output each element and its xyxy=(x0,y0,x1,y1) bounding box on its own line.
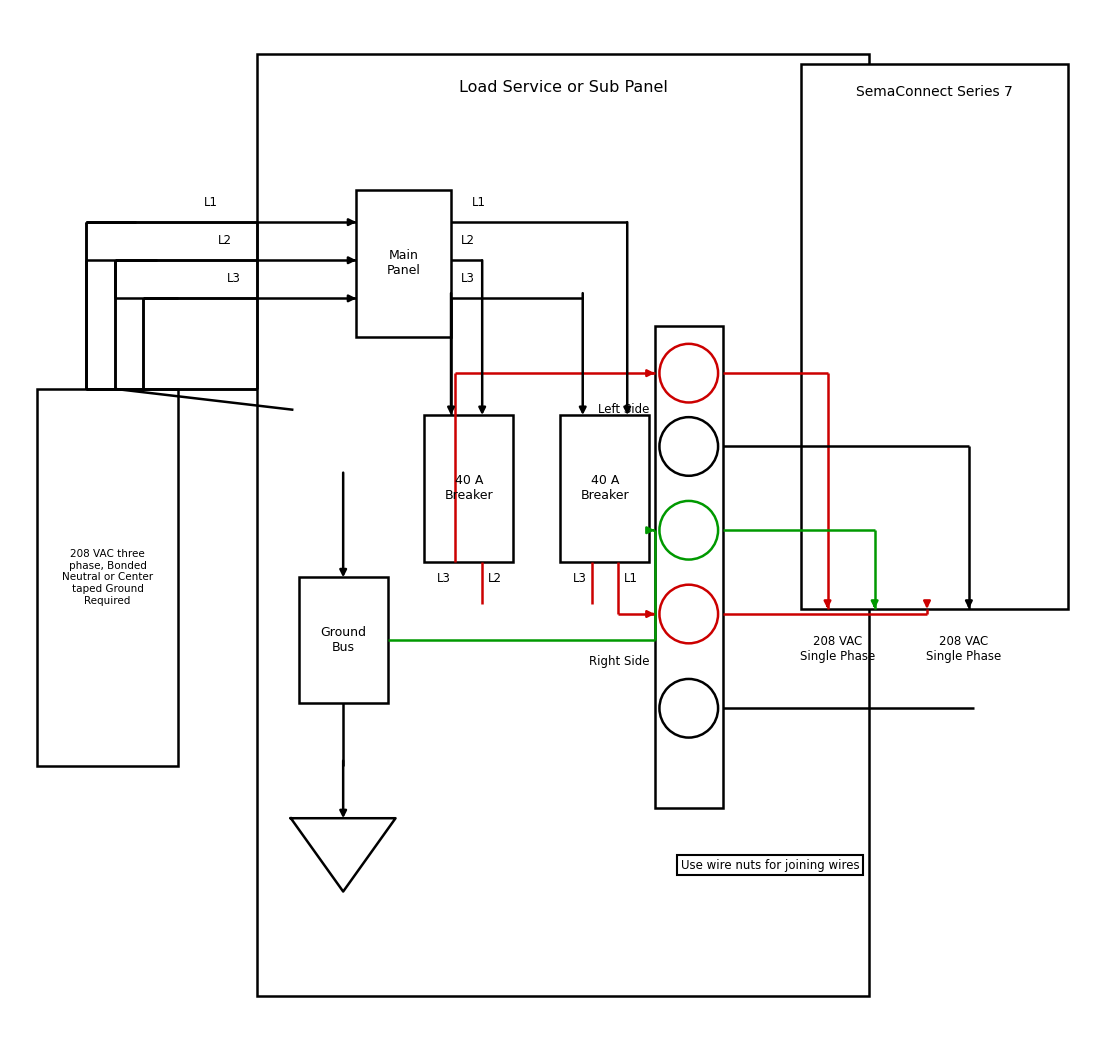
Bar xyxy=(37,388,178,765)
Text: 40 A
Breaker: 40 A Breaker xyxy=(581,475,629,502)
Text: Load Service or Sub Panel: Load Service or Sub Panel xyxy=(459,80,668,94)
Circle shape xyxy=(659,343,718,402)
Text: Left Side: Left Side xyxy=(598,403,649,416)
Circle shape xyxy=(659,679,718,737)
Circle shape xyxy=(659,417,718,476)
Text: L2: L2 xyxy=(461,234,475,247)
Text: L2: L2 xyxy=(218,234,232,247)
Bar xyxy=(356,190,451,336)
Text: Main
Panel: Main Panel xyxy=(386,249,420,277)
Bar xyxy=(256,54,869,996)
Text: L3: L3 xyxy=(227,272,241,285)
Text: L1: L1 xyxy=(204,195,218,209)
Text: L1: L1 xyxy=(472,195,485,209)
Text: SemaConnect Series 7: SemaConnect Series 7 xyxy=(857,85,1013,99)
Text: Ground
Bus: Ground Bus xyxy=(320,626,366,654)
Text: Right Side: Right Side xyxy=(588,654,649,668)
Circle shape xyxy=(659,585,718,644)
Bar xyxy=(561,415,649,562)
Text: Use wire nuts for joining wires: Use wire nuts for joining wires xyxy=(681,859,859,872)
Text: 208 VAC
Single Phase: 208 VAC Single Phase xyxy=(926,635,1001,663)
Bar xyxy=(801,64,1068,609)
Text: L3: L3 xyxy=(437,572,450,585)
Text: L1: L1 xyxy=(624,572,638,585)
Bar xyxy=(425,415,514,562)
Text: 208 VAC three
phase, Bonded
Neutral or Center
taped Ground
Required: 208 VAC three phase, Bonded Neutral or C… xyxy=(62,549,153,606)
Text: 208 VAC
Single Phase: 208 VAC Single Phase xyxy=(801,635,876,663)
Bar xyxy=(299,578,387,704)
Bar xyxy=(654,327,723,807)
Text: L2: L2 xyxy=(487,572,502,585)
Text: L3: L3 xyxy=(461,272,475,285)
Text: L3: L3 xyxy=(572,572,586,585)
Text: 40 A
Breaker: 40 A Breaker xyxy=(444,475,493,502)
Circle shape xyxy=(659,501,718,560)
